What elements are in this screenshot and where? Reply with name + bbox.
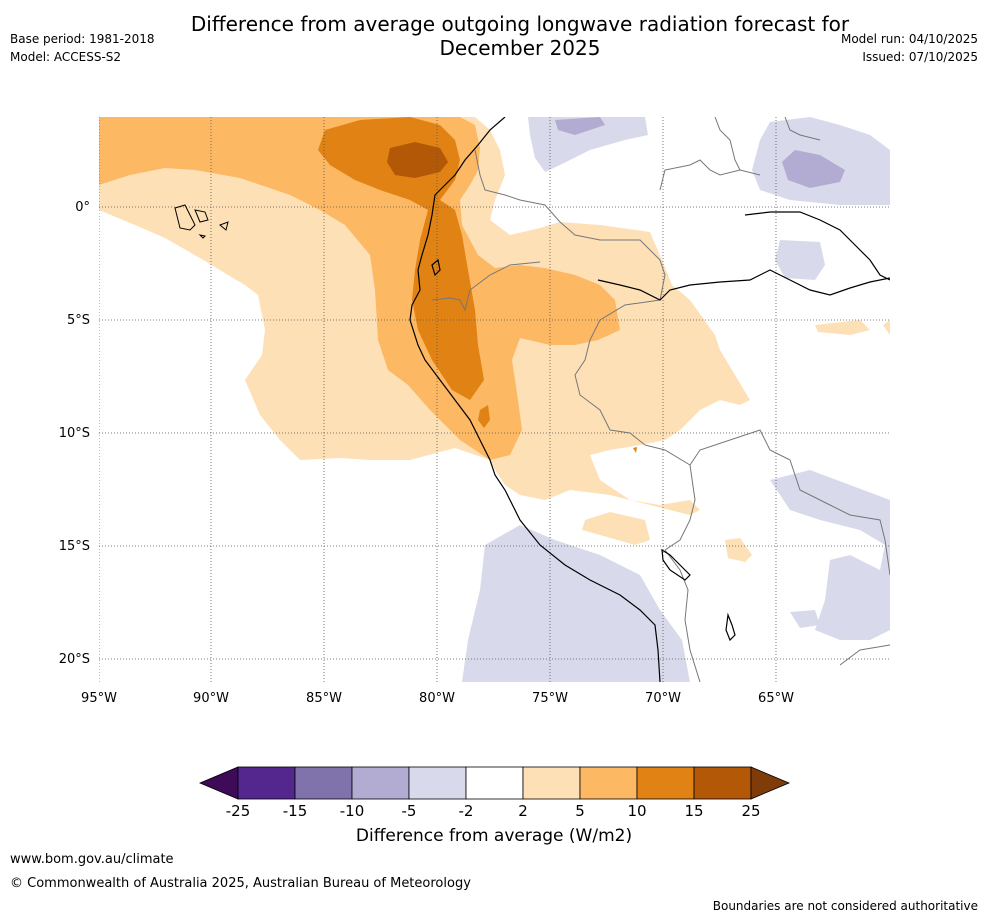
lon-label-90w: 90°W (193, 691, 229, 706)
lon-label-65w: 65°W (758, 691, 794, 706)
coastline-gulf (431, 258, 441, 277)
cb-tick-4: -5 (402, 802, 417, 820)
lon-label-80w: 80°W (419, 691, 455, 706)
latitude-labels: 0° 5°S 10°S 15°S 20°S (59, 200, 90, 667)
footer-url: www.bom.gov.au/climate (10, 852, 174, 867)
cb-tick-2: -15 (283, 802, 308, 820)
colorbar-title: Difference from average (W/m2) (355, 826, 633, 846)
border-peru-bolivia (644, 444, 696, 551)
lat-label-20s: 20°S (59, 652, 90, 667)
model-run: Model run: 04/10/2025 (840, 32, 978, 46)
border-peru-brazil (574, 299, 661, 446)
meta-left: Base period: 1981-2018 Model: ACCESS-S2 (10, 32, 155, 68)
coastline-pacific (409, 117, 661, 682)
map-plot-area (99, 117, 890, 682)
anomaly-region-pos-light-small-1 (582, 512, 650, 545)
cb-tick-8: 10 (627, 802, 646, 820)
galapagos-island-isabela (174, 204, 196, 231)
anomaly-region-pos-light-small-3 (815, 320, 870, 335)
forecast-map: 95°W 90°W 85°W 80°W 75°W 70°W 65°W 0° 5°… (59, 117, 890, 706)
map-graticule (99, 117, 890, 682)
colorbar: -25 -15 -10 -5 -2 2 5 10 15 25 (198, 766, 791, 820)
anomaly-region-neg-medium-north (555, 117, 605, 135)
colorbar-ticks: -25 -15 -10 -5 -2 2 5 10 15 25 (226, 802, 761, 820)
country-borders (431, 117, 890, 682)
cb-tick-10: 25 (741, 802, 760, 820)
cb-tick-1: -25 (226, 802, 251, 820)
border-north-1 (659, 159, 761, 191)
anomaly-region-pos-light-small-2 (725, 538, 752, 562)
colorbar-swatch-7 (579, 766, 638, 800)
cb-tick-7: 5 (575, 802, 585, 820)
lat-label-0: 0° (75, 200, 90, 215)
anomaly-region-neg-southeast-2 (790, 610, 820, 628)
coastline-caribbean (597, 211, 890, 301)
colorbar-swatch-8 (636, 766, 695, 800)
colorbar-swatch-3 (351, 766, 410, 800)
colorbar-swatch-2 (294, 766, 353, 800)
map-title: Difference from average outgoing longwav… (160, 12, 880, 60)
galapagos-island-santa-cruz (194, 209, 209, 223)
border-bolivia-chile (664, 549, 701, 682)
footer-disclaimer: Boundaries are not considered authoritat… (712, 899, 978, 913)
cb-tick-6: 2 (518, 802, 528, 820)
anomaly-region-neg-southeast (770, 470, 890, 640)
title-line-1: Difference from average outgoing longwav… (190, 12, 850, 36)
anomaly-region-pos-very-strong (387, 142, 448, 178)
meta-right: Model run: 04/10/2025 Issued: 07/10/2025 (841, 32, 978, 68)
cb-tick-3: -10 (340, 802, 365, 820)
colorbar-swatch-9 (693, 766, 752, 800)
anomaly-region-pos-strong-small (478, 405, 490, 428)
anomaly-region-neg-south (462, 525, 690, 682)
lon-label-75w: 75°W (532, 691, 568, 706)
lon-label-70w: 70°W (645, 691, 681, 706)
coastlines (409, 117, 890, 682)
longitude-labels: 95°W 90°W 85°W 80°W 75°W 70°W 65°W (81, 691, 794, 706)
border-north-3 (784, 117, 821, 141)
border-peru-colombia (559, 221, 666, 301)
anomaly-region-pos-medium (99, 117, 620, 460)
colorbar-extend-low (198, 766, 239, 800)
issued-date: Issued: 07/10/2025 (862, 50, 978, 64)
colorbar-swatch-6 (522, 766, 581, 800)
border-ecuador-peru (431, 261, 541, 312)
lake-titicaca (661, 548, 691, 581)
lat-label-5s: 5°S (67, 313, 90, 328)
galapagos-island-san-cristobal (219, 221, 229, 231)
border-colombia-ecuador (474, 149, 561, 223)
anomaly-region-pos-strong-dot (633, 447, 637, 453)
galapagos-island-small (198, 234, 207, 239)
model-name: Model: ACCESS-S2 (10, 50, 122, 64)
colorbar-swatch-4 (408, 766, 467, 800)
lake-poopo (725, 612, 736, 642)
cb-tick-5: -2 (459, 802, 474, 820)
anomaly-region-neg-east (775, 240, 825, 280)
lat-label-15s: 15°S (59, 539, 90, 554)
footer-copyright: © Commonwealth of Australia 2025, Austra… (10, 876, 471, 891)
colorbar-swatches (198, 766, 791, 800)
colorbar-swatch-5 (465, 766, 524, 800)
galapagos-islands (174, 204, 229, 239)
title-line-2: December 2025 (439, 36, 601, 60)
colorbar-swatch-1 (237, 766, 296, 800)
lon-label-95w: 95°W (81, 691, 117, 706)
anomaly-region-neg-north (528, 117, 648, 172)
lon-label-85w: 85°W (306, 691, 342, 706)
border-north-2 (714, 117, 741, 171)
anomaly-region-neg-medium-northeast (782, 150, 845, 188)
colorbar-extend-high (750, 766, 791, 800)
border-brazil-bolivia (689, 429, 890, 576)
lat-label-10s: 10°S (59, 426, 90, 441)
anomaly-region-pos-light-small-4 (883, 320, 890, 335)
base-period: Base period: 1981-2018 (10, 32, 155, 46)
border-southeast (839, 644, 890, 666)
cb-tick-9: 15 (684, 802, 703, 820)
